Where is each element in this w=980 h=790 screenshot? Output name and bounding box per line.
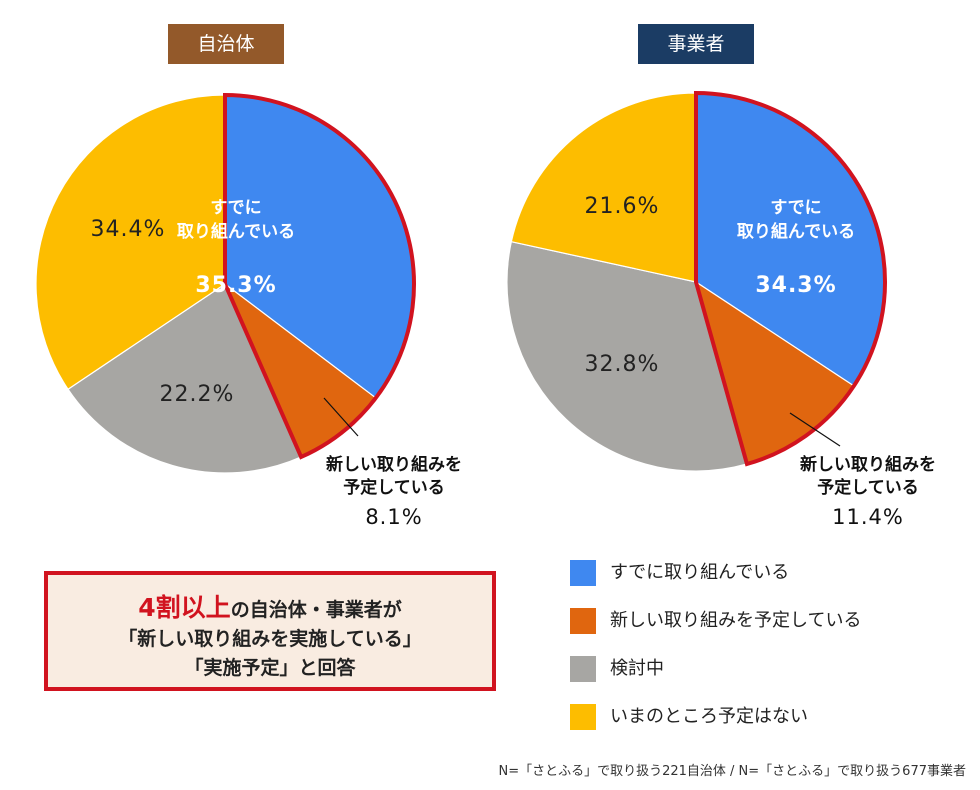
callout-value: 11.4% <box>832 505 904 529</box>
highlight-outline <box>694 90 887 467</box>
message-highlight: 4割以上 <box>138 593 231 622</box>
legend-item: すでに取り組んでいる <box>570 555 950 603</box>
slice-value-label: 34.4% <box>91 217 166 242</box>
callout-leader-line <box>789 412 841 447</box>
message-line-1-rest: の自治体・事業者が <box>230 599 402 621</box>
slice-name-label: 取り組んでいる <box>177 221 295 242</box>
slice-name-label: すでに <box>770 198 821 218</box>
legend-swatch <box>570 656 596 682</box>
callout-line-2: 予定している <box>343 478 445 498</box>
municipality-badge: 自治体 <box>168 24 284 64</box>
pie-slice <box>35 94 226 391</box>
slice-name-label: すでに <box>210 198 261 218</box>
callout-leader-line <box>323 397 359 437</box>
message-line-1: 4割以上の自治体・事業者が <box>48 593 492 625</box>
legend-item: いまのところ予定はない <box>570 699 950 747</box>
footnote: N=「さとふる」で取り扱う221自治体 / N=「さとふる」で取り扱う677事業… <box>498 764 966 779</box>
pie-charts: すでに取り組んでいる 35.3% 22.2% 34.4% すでに取り組んでいる 34.3%… <box>35 90 887 474</box>
message-line-3: 「実施予定」と回答 <box>184 657 356 679</box>
legend-item: 検討中 <box>570 651 950 699</box>
slice-value-label: 35.3% <box>195 273 276 298</box>
slice-value-label: 32.8% <box>585 352 660 377</box>
callout-value: 8.1% <box>365 505 423 529</box>
legend-item: 新しい取り組みを予定している <box>570 603 950 651</box>
legend-swatch <box>570 704 596 730</box>
legend-label: すでに取り組んでいる <box>610 562 790 583</box>
pie-slice <box>506 240 748 472</box>
slice-value-label: 21.6% <box>585 194 660 219</box>
message-line-2: 「新しい取り組みを実施している」 <box>118 628 422 650</box>
municipality-planned-callout: 新しい取り組みを 予定している 8.1% <box>294 454 494 529</box>
pie-slice <box>510 92 697 283</box>
business-badge: 事業者 <box>638 24 754 64</box>
slice-value-label: 22.2% <box>160 382 235 407</box>
legend: すでに取り組んでいる 新しい取り組みを予定している 検討中 いまのところ予定はな… <box>570 555 950 747</box>
callout-line-1: 新しい取り組みを <box>800 455 936 475</box>
legend-label: 検討中 <box>610 658 664 679</box>
callout-line-2: 予定している <box>817 478 919 498</box>
legend-swatch <box>570 560 596 586</box>
highlight-outline <box>223 92 416 460</box>
legend-label: 新しい取り組みを予定している <box>610 610 862 631</box>
business-planned-callout: 新しい取り組みを 予定している 11.4% <box>768 454 968 529</box>
slice-name-label: 取り組んでいる <box>737 221 855 242</box>
pie-slice <box>67 283 302 474</box>
legend-label: いまのところ予定はない <box>610 706 808 727</box>
callout-line-1: 新しい取り組みを <box>326 455 462 475</box>
summary-message-box: 4割以上の自治体・事業者が 「新しい取り組みを実施している」 「実施予定」と回答 <box>44 571 496 691</box>
legend-swatch <box>570 608 596 634</box>
slice-value-label: 34.3% <box>755 273 836 298</box>
